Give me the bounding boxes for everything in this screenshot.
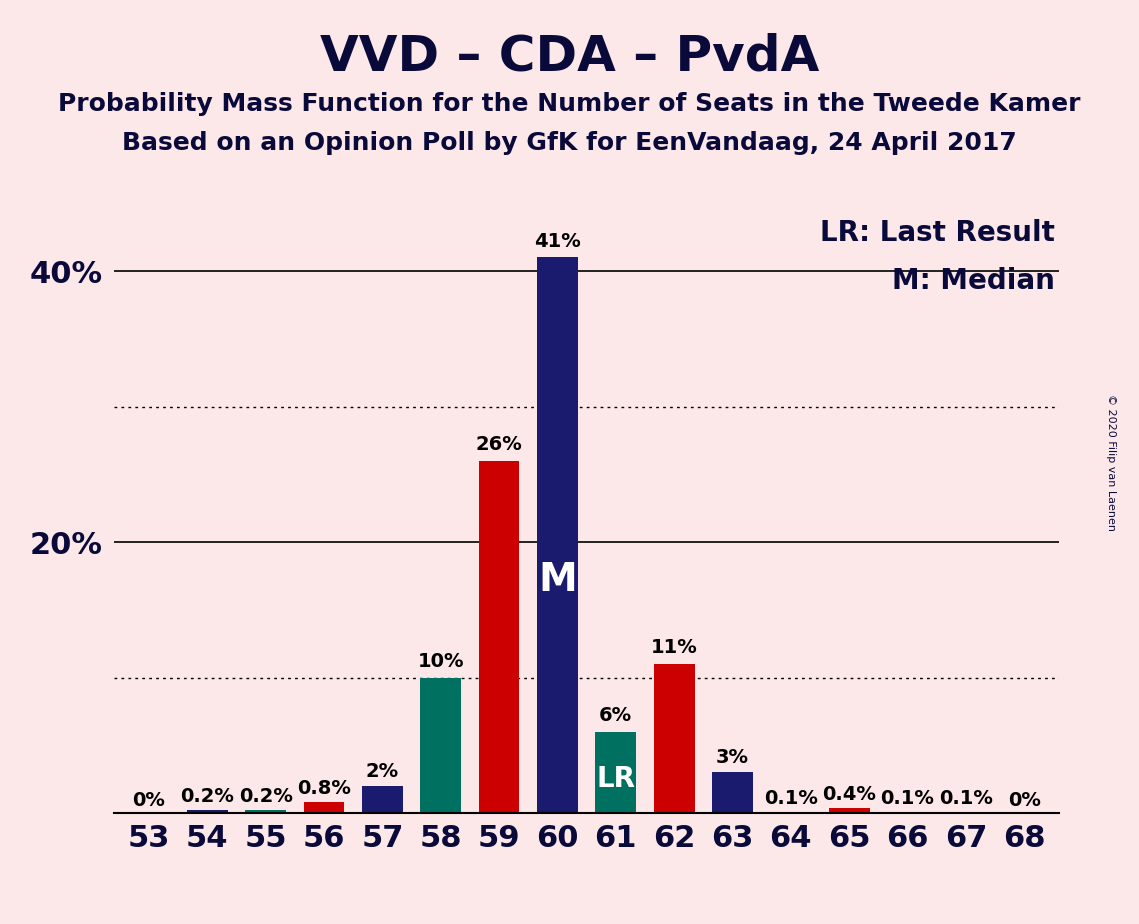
Text: 0.2%: 0.2% — [180, 787, 235, 807]
Bar — [245, 810, 286, 813]
Bar — [304, 802, 344, 813]
Text: 0.2%: 0.2% — [239, 787, 293, 807]
Text: LR: LR — [596, 765, 636, 793]
Text: 3%: 3% — [716, 748, 749, 767]
Bar — [829, 808, 869, 813]
Text: LR: Last Result: LR: Last Result — [820, 218, 1055, 247]
Bar — [712, 772, 753, 813]
Text: 0.1%: 0.1% — [880, 789, 934, 808]
Text: 0.1%: 0.1% — [764, 789, 818, 808]
Text: 0.8%: 0.8% — [297, 779, 351, 798]
Text: © 2020 Filip van Laenen: © 2020 Filip van Laenen — [1106, 394, 1115, 530]
Text: 26%: 26% — [476, 435, 523, 454]
Bar — [420, 677, 461, 813]
Text: Based on an Opinion Poll by GfK for EenVandaag, 24 April 2017: Based on an Opinion Poll by GfK for EenV… — [122, 131, 1017, 155]
Bar — [362, 786, 403, 813]
Bar — [654, 664, 695, 813]
Text: 0.4%: 0.4% — [822, 784, 876, 804]
Bar — [596, 732, 637, 813]
Text: VVD – CDA – PvdA: VVD – CDA – PvdA — [320, 32, 819, 80]
Text: 0.1%: 0.1% — [939, 789, 993, 808]
Bar — [536, 258, 577, 813]
Bar — [887, 812, 928, 813]
Text: 0%: 0% — [1008, 791, 1041, 809]
Bar — [187, 810, 228, 813]
Text: 41%: 41% — [534, 232, 581, 250]
Text: 0%: 0% — [132, 791, 165, 809]
Text: 2%: 2% — [366, 761, 399, 781]
Bar — [770, 812, 811, 813]
Bar — [945, 812, 986, 813]
Text: Probability Mass Function for the Number of Seats in the Tweede Kamer: Probability Mass Function for the Number… — [58, 92, 1081, 116]
Text: 6%: 6% — [599, 706, 632, 725]
Text: M: M — [538, 561, 576, 599]
Text: 11%: 11% — [650, 638, 697, 657]
Text: M: Median: M: Median — [892, 267, 1055, 296]
Text: 10%: 10% — [418, 651, 464, 671]
Bar — [478, 461, 519, 813]
